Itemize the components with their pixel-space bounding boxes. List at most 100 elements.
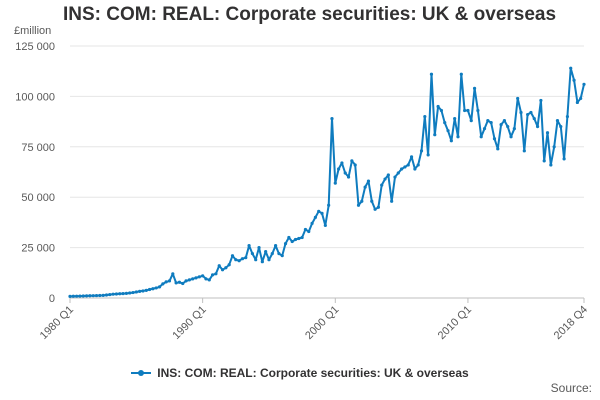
data-point[interactable] — [111, 292, 115, 296]
data-point[interactable] — [260, 260, 264, 264]
data-point[interactable] — [386, 173, 390, 177]
data-point[interactable] — [247, 243, 251, 248]
data-point[interactable] — [353, 163, 357, 167]
data-point[interactable] — [380, 183, 384, 187]
data-point[interactable] — [549, 163, 553, 167]
data-point[interactable] — [191, 277, 195, 281]
data-point[interactable] — [257, 246, 261, 250]
data-point[interactable] — [138, 289, 142, 293]
data-point[interactable] — [426, 153, 430, 157]
data-point[interactable] — [479, 135, 483, 139]
data-point[interactable] — [443, 121, 447, 125]
data-point[interactable] — [343, 171, 347, 175]
data-point[interactable] — [413, 167, 417, 171]
data-point[interactable] — [297, 236, 301, 241]
data-point[interactable] — [75, 294, 79, 298]
data-point[interactable] — [151, 287, 155, 291]
data-point[interactable] — [423, 114, 427, 119]
data-point[interactable] — [164, 280, 168, 284]
data-point[interactable] — [214, 272, 218, 276]
data-point[interactable] — [217, 264, 221, 268]
data-point[interactable] — [177, 280, 182, 284]
data-point[interactable] — [310, 221, 314, 226]
data-point[interactable] — [509, 135, 513, 139]
data-point[interactable] — [476, 108, 480, 113]
data-point[interactable] — [250, 252, 254, 256]
data-point[interactable] — [390, 199, 394, 203]
data-point[interactable] — [376, 205, 380, 209]
data-point[interactable] — [416, 163, 420, 167]
data-point[interactable] — [184, 279, 188, 283]
data-point[interactable] — [141, 289, 145, 293]
data-point[interactable] — [366, 179, 371, 183]
data-point[interactable] — [197, 275, 201, 279]
data-point[interactable] — [280, 254, 284, 258]
data-point[interactable] — [303, 227, 308, 232]
data-point[interactable] — [181, 281, 185, 286]
data-point[interactable] — [370, 199, 374, 203]
data-point[interactable] — [403, 165, 407, 169]
data-point[interactable] — [572, 78, 576, 82]
data-point[interactable] — [439, 108, 444, 113]
data-point[interactable] — [118, 292, 122, 296]
data-point[interactable] — [320, 211, 324, 215]
data-point[interactable] — [91, 294, 95, 298]
data-point[interactable] — [406, 163, 410, 167]
data-point[interactable] — [522, 149, 526, 153]
data-point[interactable] — [337, 167, 341, 171]
data-point[interactable] — [453, 116, 457, 121]
data-point[interactable] — [532, 116, 536, 121]
data-point[interactable] — [569, 66, 573, 70]
data-point[interactable] — [94, 293, 99, 298]
data-point[interactable] — [482, 127, 487, 131]
data-point[interactable] — [539, 98, 543, 103]
data-point[interactable] — [559, 125, 563, 129]
data-point[interactable] — [224, 266, 228, 270]
data-point[interactable] — [429, 72, 434, 76]
data-point[interactable] — [499, 123, 503, 127]
data-point[interactable] — [535, 125, 540, 129]
data-point[interactable] — [346, 175, 351, 179]
data-point[interactable] — [277, 252, 281, 256]
data-point[interactable] — [330, 116, 334, 121]
data-point[interactable] — [270, 252, 274, 256]
data-point[interactable] — [486, 118, 490, 123]
data-point[interactable] — [317, 209, 321, 213]
data-point[interactable] — [204, 277, 208, 281]
data-point[interactable] — [264, 250, 268, 254]
data-point[interactable] — [194, 276, 198, 280]
data-point[interactable] — [234, 258, 238, 262]
data-point[interactable] — [128, 291, 132, 295]
data-point[interactable] — [562, 157, 566, 161]
data-point[interactable] — [104, 293, 109, 297]
data-point[interactable] — [171, 272, 175, 276]
data-point[interactable] — [433, 133, 437, 137]
data-point[interactable] — [472, 86, 477, 90]
data-point[interactable] — [575, 100, 579, 105]
data-point[interactable] — [108, 292, 112, 297]
data-point[interactable] — [98, 293, 102, 298]
data-point[interactable] — [456, 135, 460, 139]
data-point[interactable] — [582, 82, 586, 86]
data-point[interactable] — [134, 290, 138, 294]
data-point[interactable] — [469, 118, 473, 123]
data-point[interactable] — [210, 273, 215, 277]
data-point[interactable] — [157, 285, 162, 289]
data-point[interactable] — [68, 294, 72, 298]
data-point[interactable] — [313, 215, 317, 219]
data-point[interactable] — [131, 290, 135, 295]
data-point[interactable] — [449, 139, 453, 143]
data-point[interactable] — [446, 129, 450, 133]
data-point[interactable] — [300, 235, 304, 240]
data-point[interactable] — [333, 181, 337, 185]
data-point[interactable] — [121, 291, 125, 296]
data-point[interactable] — [227, 263, 231, 267]
data-point[interactable] — [373, 207, 377, 211]
data-point[interactable] — [147, 287, 152, 292]
data-point[interactable] — [542, 159, 546, 163]
data-point[interactable] — [274, 243, 278, 248]
data-point[interactable] — [114, 292, 119, 296]
data-point[interactable] — [512, 127, 516, 131]
data-point[interactable] — [267, 258, 271, 262]
data-point[interactable] — [78, 294, 82, 298]
